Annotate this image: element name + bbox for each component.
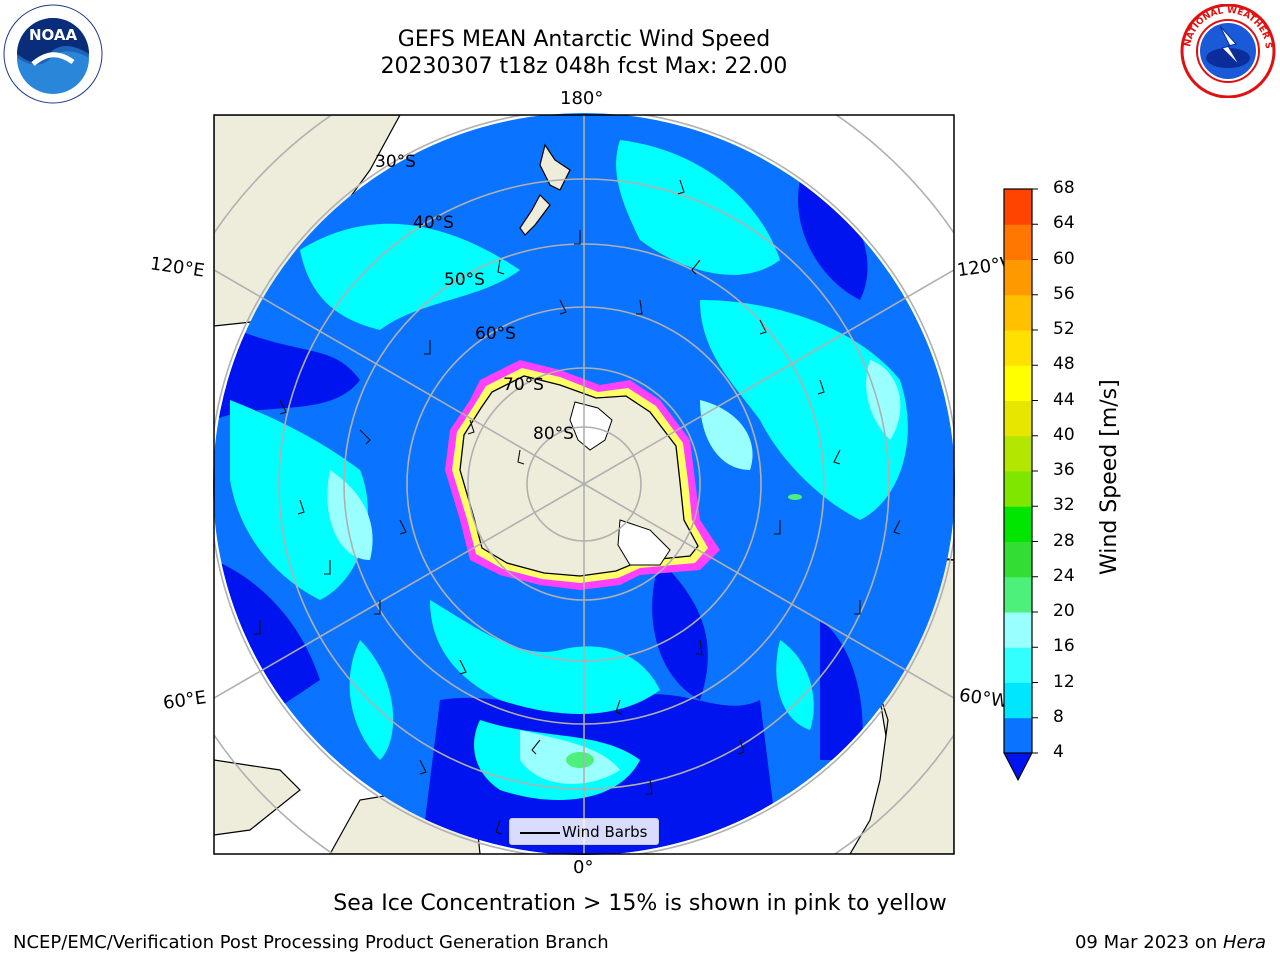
colorbar-tick-label: 60 xyxy=(1053,248,1075,269)
colorbar-tick-label: 24 xyxy=(1053,565,1075,586)
colorbar-tick-label: 44 xyxy=(1053,389,1075,410)
noaa-logo-text: NOAA xyxy=(29,26,78,44)
legend-label: Wind Barbs xyxy=(562,823,648,841)
colorbar-tick-label: 68 xyxy=(1053,178,1075,198)
wind-barbs xyxy=(254,179,901,835)
colorbar-tick-label: 28 xyxy=(1053,530,1075,551)
colorbar-tick-label: 4 xyxy=(1053,742,1064,762)
colorbar-block xyxy=(1004,435,1032,472)
map-frame xyxy=(213,114,955,855)
colorbar-block xyxy=(1004,647,1032,683)
colorbar-block xyxy=(1004,506,1032,542)
colorbar-block xyxy=(1004,189,1032,225)
lat-label-60s: 60°S xyxy=(475,324,516,344)
colorbar-block xyxy=(1004,471,1032,507)
chart-subtitle: 20230307 t18z 048h fcst Max: 22.00 xyxy=(380,54,788,79)
colorbar-tick-label: 40 xyxy=(1053,424,1075,445)
lat-label-80s: 80°S xyxy=(533,424,574,444)
colorbar-block xyxy=(1004,294,1032,331)
colorbar-extend-triangle xyxy=(1003,752,1033,782)
lon-label-180: 180° xyxy=(560,88,604,109)
colorbar-tick-label: 48 xyxy=(1053,354,1075,375)
lat-label-30s: 30°S xyxy=(375,152,416,172)
colorbar-block xyxy=(1004,541,1032,578)
nws-logo-icon: NATIONAL WEATHER SERVICE xyxy=(1178,4,1276,98)
colorbar-label: Wind Speed [m/s] xyxy=(1097,379,1122,575)
footer-date: 09 Mar 2023 on Hera xyxy=(1075,932,1266,953)
wind-barb-legend-line xyxy=(520,832,560,834)
colorbar-tick-label: 20 xyxy=(1053,601,1075,621)
colorbar-tick-label: 8 xyxy=(1053,706,1064,727)
colorbar-tick-label: 16 xyxy=(1053,636,1075,657)
colorbar-block xyxy=(1004,717,1032,754)
colorbar-block xyxy=(1004,365,1032,401)
colorbar-block xyxy=(1004,612,1032,648)
footer-credit: NCEP/EMC/Verification Post Processing Pr… xyxy=(13,932,609,953)
colorbar-block xyxy=(1004,259,1032,296)
lon-label-0: 0° xyxy=(573,857,594,878)
colorbar-block xyxy=(1004,576,1032,613)
sea-ice-note: Sea Ice Concentration > 15% is shown in … xyxy=(333,891,947,916)
colorbar-block xyxy=(1004,400,1032,437)
map-legend: Wind Barbs xyxy=(509,818,659,845)
chart-title: GEFS MEAN Antarctic Wind Speed xyxy=(397,27,771,52)
lat-label-70s: 70°S xyxy=(503,375,544,395)
colorbar-tick-label: 52 xyxy=(1053,319,1075,339)
colorbar-block xyxy=(1004,682,1032,719)
noaa-logo-icon: NOAA xyxy=(3,4,103,104)
colorbar xyxy=(1003,188,1038,782)
lat-label-40s: 40°S xyxy=(413,213,454,233)
colorbar-block xyxy=(1004,224,1032,260)
graticule xyxy=(214,115,954,854)
colorbar-tick-label: 56 xyxy=(1053,283,1075,304)
footer-date-text: 09 Mar 2023 on xyxy=(1074,932,1223,953)
colorbar-tick-label: 64 xyxy=(1053,213,1075,234)
lat-label-50s: 50°S xyxy=(444,270,485,290)
colorbar-tick-label: 12 xyxy=(1053,671,1075,692)
footer-machine: Hera xyxy=(1222,932,1266,953)
colorbar-block xyxy=(1004,330,1032,366)
colorbar-tick-label: 36 xyxy=(1053,460,1075,480)
colorbar-tick-label: 32 xyxy=(1053,495,1075,516)
